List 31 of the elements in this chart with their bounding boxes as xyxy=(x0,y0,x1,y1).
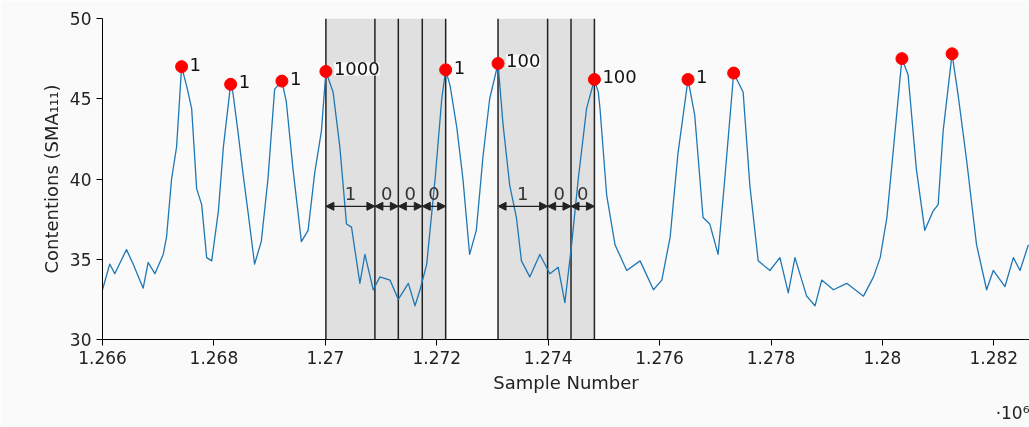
y-tick-label: 45 xyxy=(69,89,92,110)
y-axis-title: Contentions (SMA₁₁₁) xyxy=(40,84,62,274)
y-tick-label: 40 xyxy=(69,169,92,190)
x-tick-label: 1.276 xyxy=(635,347,684,368)
annotation: 100 xyxy=(506,50,541,72)
annotation: 0 xyxy=(553,183,566,205)
annotation: 1 xyxy=(517,183,529,205)
annotation: 1 xyxy=(453,56,466,78)
x-tick-label: 1.272 xyxy=(412,347,462,368)
annotation: 0 xyxy=(576,183,589,205)
text: ·10⁶ xyxy=(995,402,1029,423)
annotation: 1 xyxy=(696,66,708,88)
x-axis-title: Sample Number xyxy=(493,371,640,393)
x-tick-label: 1.266 xyxy=(78,347,127,368)
x-tick-label: 1.282 xyxy=(969,347,1019,368)
annotation: 1 xyxy=(344,183,357,205)
annotation: 1 xyxy=(289,68,302,90)
x-tick-label: 1.268 xyxy=(189,347,239,368)
annotation: 100 xyxy=(602,66,637,88)
annotation: 1 xyxy=(238,71,251,93)
annotation: 0 xyxy=(404,183,417,205)
x-tick-label: 1.274 xyxy=(523,347,573,368)
y-tick-label: 30 xyxy=(69,330,92,350)
x-tick-label: 1.27 xyxy=(306,347,345,368)
y-tick-label: 35 xyxy=(69,249,92,270)
x-tick-label: 1.278 xyxy=(746,347,796,368)
annotation: 1000 xyxy=(333,58,380,80)
y-tick-label: 50 xyxy=(69,9,92,29)
annotation: 0 xyxy=(380,183,393,205)
x-tick-label: 1.28 xyxy=(863,347,902,368)
annotation: 1 xyxy=(189,53,202,75)
